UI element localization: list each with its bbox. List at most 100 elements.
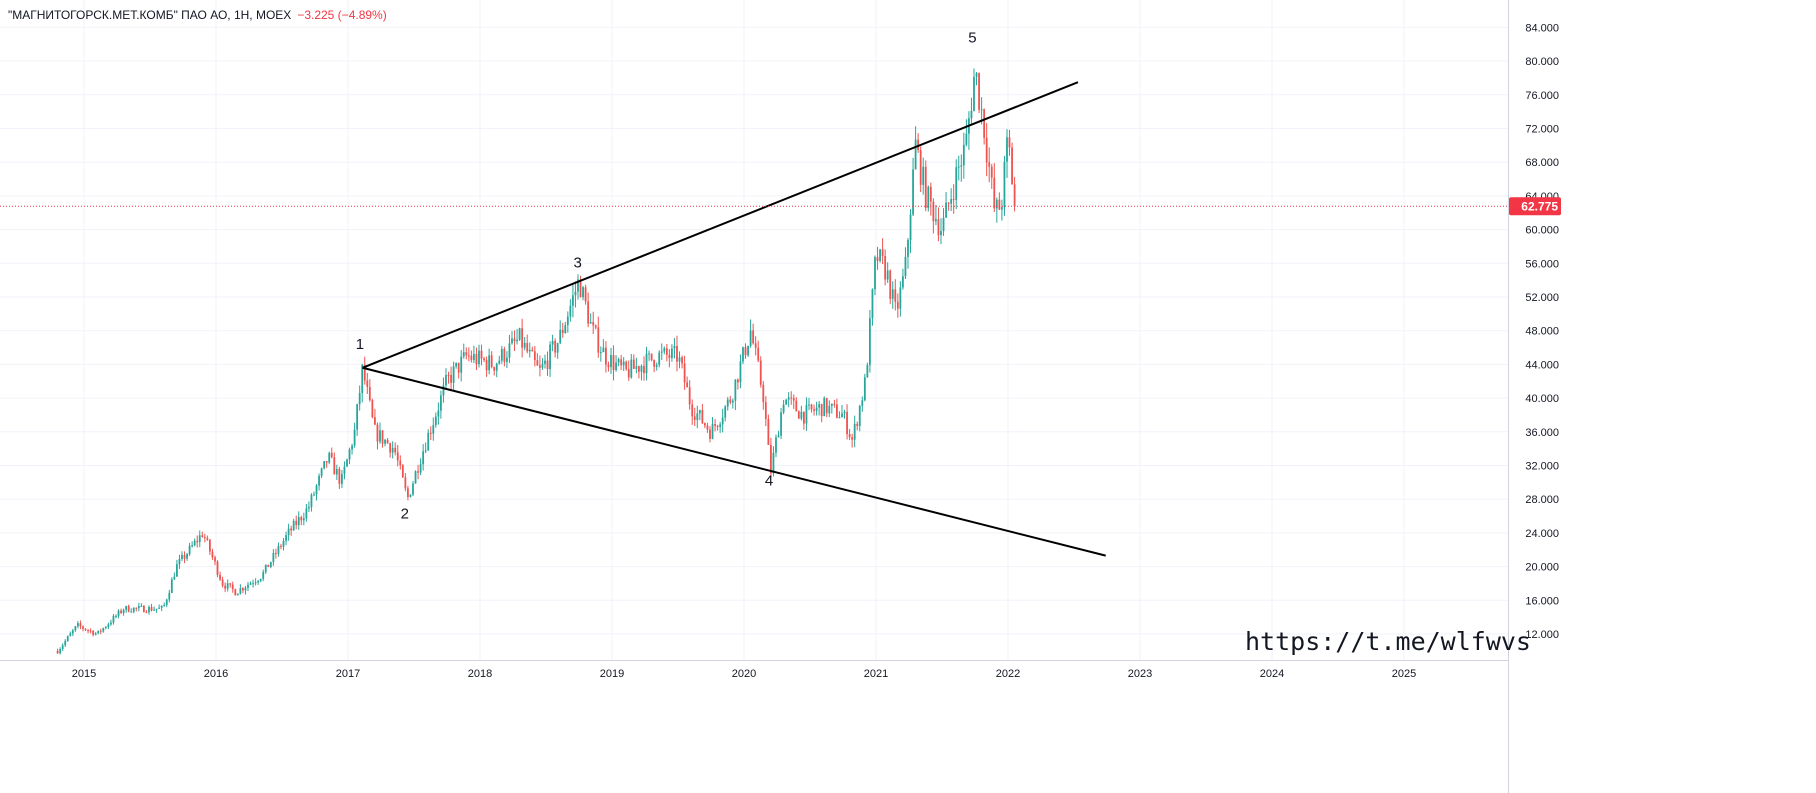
y-tick-label: 16.000 [1525,595,1559,607]
candle-body [518,328,521,340]
candle-body [671,348,673,358]
candle-body [417,471,419,473]
candle-body [775,437,777,453]
candle-body [772,452,775,474]
candle-body [653,360,656,367]
candle-body [655,364,658,367]
candle-body [572,295,574,306]
y-tick-label: 84.000 [1525,22,1559,34]
candle-body [333,457,336,475]
candle-body [881,249,884,256]
watermark-link: https://t.me/wlfwvs [1245,627,1531,656]
candle-body [889,270,892,299]
candle-body [330,452,333,458]
candle-body [704,423,706,426]
candle-body [688,387,691,405]
candle-body [290,528,293,531]
candle-body [523,342,526,348]
candle-body [879,249,881,261]
candle-body [627,369,630,378]
candle-body [254,582,257,584]
candle-body [640,365,643,372]
candle-body [358,393,361,405]
candle-body [957,166,960,168]
candle-body [434,416,437,426]
candle-body [536,360,539,366]
candle-body [599,352,602,354]
candle-body [483,358,485,360]
candle-body [224,585,227,589]
wave-label: 2 [401,506,409,523]
candle-body [470,355,473,360]
candle-body [795,400,798,412]
candle-body [777,435,780,438]
candle-body [914,139,917,170]
candle-body [259,578,262,581]
candle-body [371,400,374,418]
candle-body [625,361,628,370]
candle-body [252,583,254,585]
candle-body [962,144,965,166]
candle-body [125,606,128,610]
candle-body [836,404,838,418]
y-tick-label: 76.000 [1525,90,1559,102]
candle-body [645,353,648,374]
candle-body [638,366,640,372]
candle-body [396,452,399,461]
y-tick-label: 68.000 [1525,157,1559,169]
candle-body [709,429,711,439]
candle-body [696,413,699,420]
candle-body [394,447,397,453]
candle-body [635,366,638,369]
y-tick-label: 36.000 [1525,427,1559,439]
candle-body [724,406,727,418]
candle-body [876,257,879,261]
candle-body [170,579,173,593]
candle-body [1008,137,1011,148]
candle-body [467,355,470,357]
candle-body [851,437,854,440]
candle-body [478,350,480,365]
candle-body [338,469,341,484]
candle-body [922,166,925,185]
y-tick-label: 12.000 [1525,629,1559,641]
candle-body [711,424,714,439]
candle-body [615,362,617,371]
candle-body [77,623,79,627]
candle-body [952,199,955,201]
candle-body [176,564,178,577]
candle-body [211,551,214,558]
candle-body [168,592,171,600]
candle-body [721,417,724,425]
candle-body [356,404,359,430]
candle-body [681,357,683,364]
trendline [362,366,1106,557]
candle-body [153,609,155,611]
candle-body [899,287,902,309]
candle-body [927,186,930,209]
candle-body [117,610,120,616]
candle-body [853,423,856,440]
candle-body [178,559,181,565]
candle-body [132,607,135,612]
candle-body [140,605,143,607]
candle-body [660,351,663,353]
candle-body [137,606,140,609]
y-tick-label: 52.000 [1525,292,1559,304]
candle-body [937,219,940,236]
candle-body [549,344,551,370]
candle-body [833,403,836,405]
candle-body [533,351,536,361]
candle-body [678,357,681,362]
candle-body [947,202,950,204]
candle-body [89,630,92,632]
y-tick-label: 20.000 [1525,562,1559,574]
candle-body [825,398,828,414]
candle-body [353,429,356,446]
candle-body [452,366,455,383]
candle-body [744,347,747,356]
candle-body [79,623,82,627]
candle-body [188,545,191,555]
candle-body [602,347,605,353]
